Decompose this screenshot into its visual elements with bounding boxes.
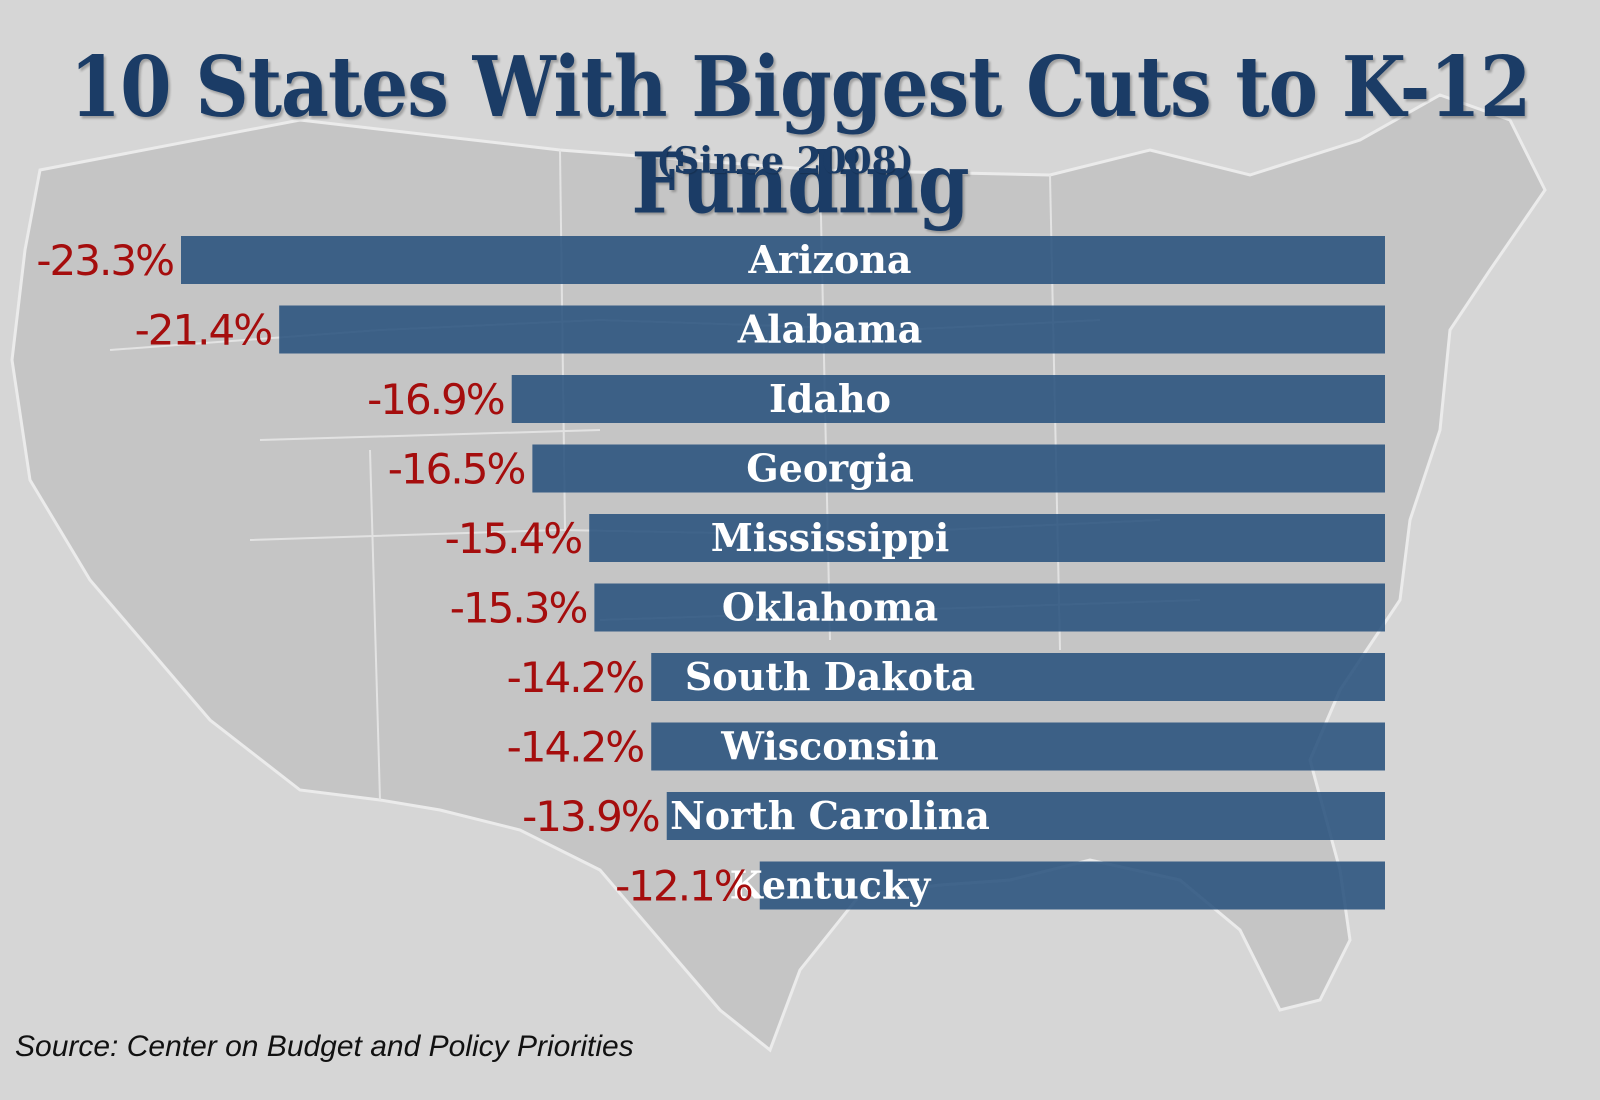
value-label: -23.3% (36, 236, 173, 285)
value-label: -15.4% (445, 514, 582, 563)
category-label: Mississippi (711, 515, 950, 560)
value-label: -16.5% (388, 445, 525, 494)
value-label: -16.9% (367, 375, 504, 424)
value-label: -13.9% (522, 792, 659, 841)
bar-wisconsin (651, 722, 1385, 771)
category-label: Idaho (769, 376, 891, 421)
category-label: Oklahoma (722, 585, 938, 630)
category-label: Kentucky (730, 863, 932, 908)
category-label: North Carolina (670, 793, 990, 838)
category-label: Georgia (746, 446, 914, 491)
category-label: Wisconsin (720, 724, 938, 769)
value-label: -15.3% (450, 584, 587, 633)
bar-georgia (532, 444, 1385, 493)
category-label: Arizona (747, 237, 911, 282)
bar-south-dakota (651, 653, 1385, 701)
bar-idaho (511, 375, 1386, 423)
category-label: Alabama (737, 307, 923, 352)
bar-kentucky (759, 861, 1385, 910)
bar-arizona (181, 236, 1385, 284)
value-label: -14.2% (507, 653, 644, 702)
bar-mississippi (589, 514, 1385, 562)
source-note: Source: Center on Budget and Policy Prio… (15, 1030, 634, 1063)
chart-subtitle: (Since 2008) (656, 140, 914, 182)
value-label: -14.2% (507, 723, 644, 772)
chart-title: 10 States With Biggest Cuts to K-12 Fund… (69, 40, 1532, 233)
bar-alabama (279, 305, 1385, 354)
category-label: South Dakota (685, 654, 975, 699)
value-label: -12.1% (615, 862, 752, 911)
bar-oklahoma (594, 583, 1385, 632)
bar-north-carolina (666, 792, 1385, 840)
value-label: -21.4% (135, 306, 272, 355)
